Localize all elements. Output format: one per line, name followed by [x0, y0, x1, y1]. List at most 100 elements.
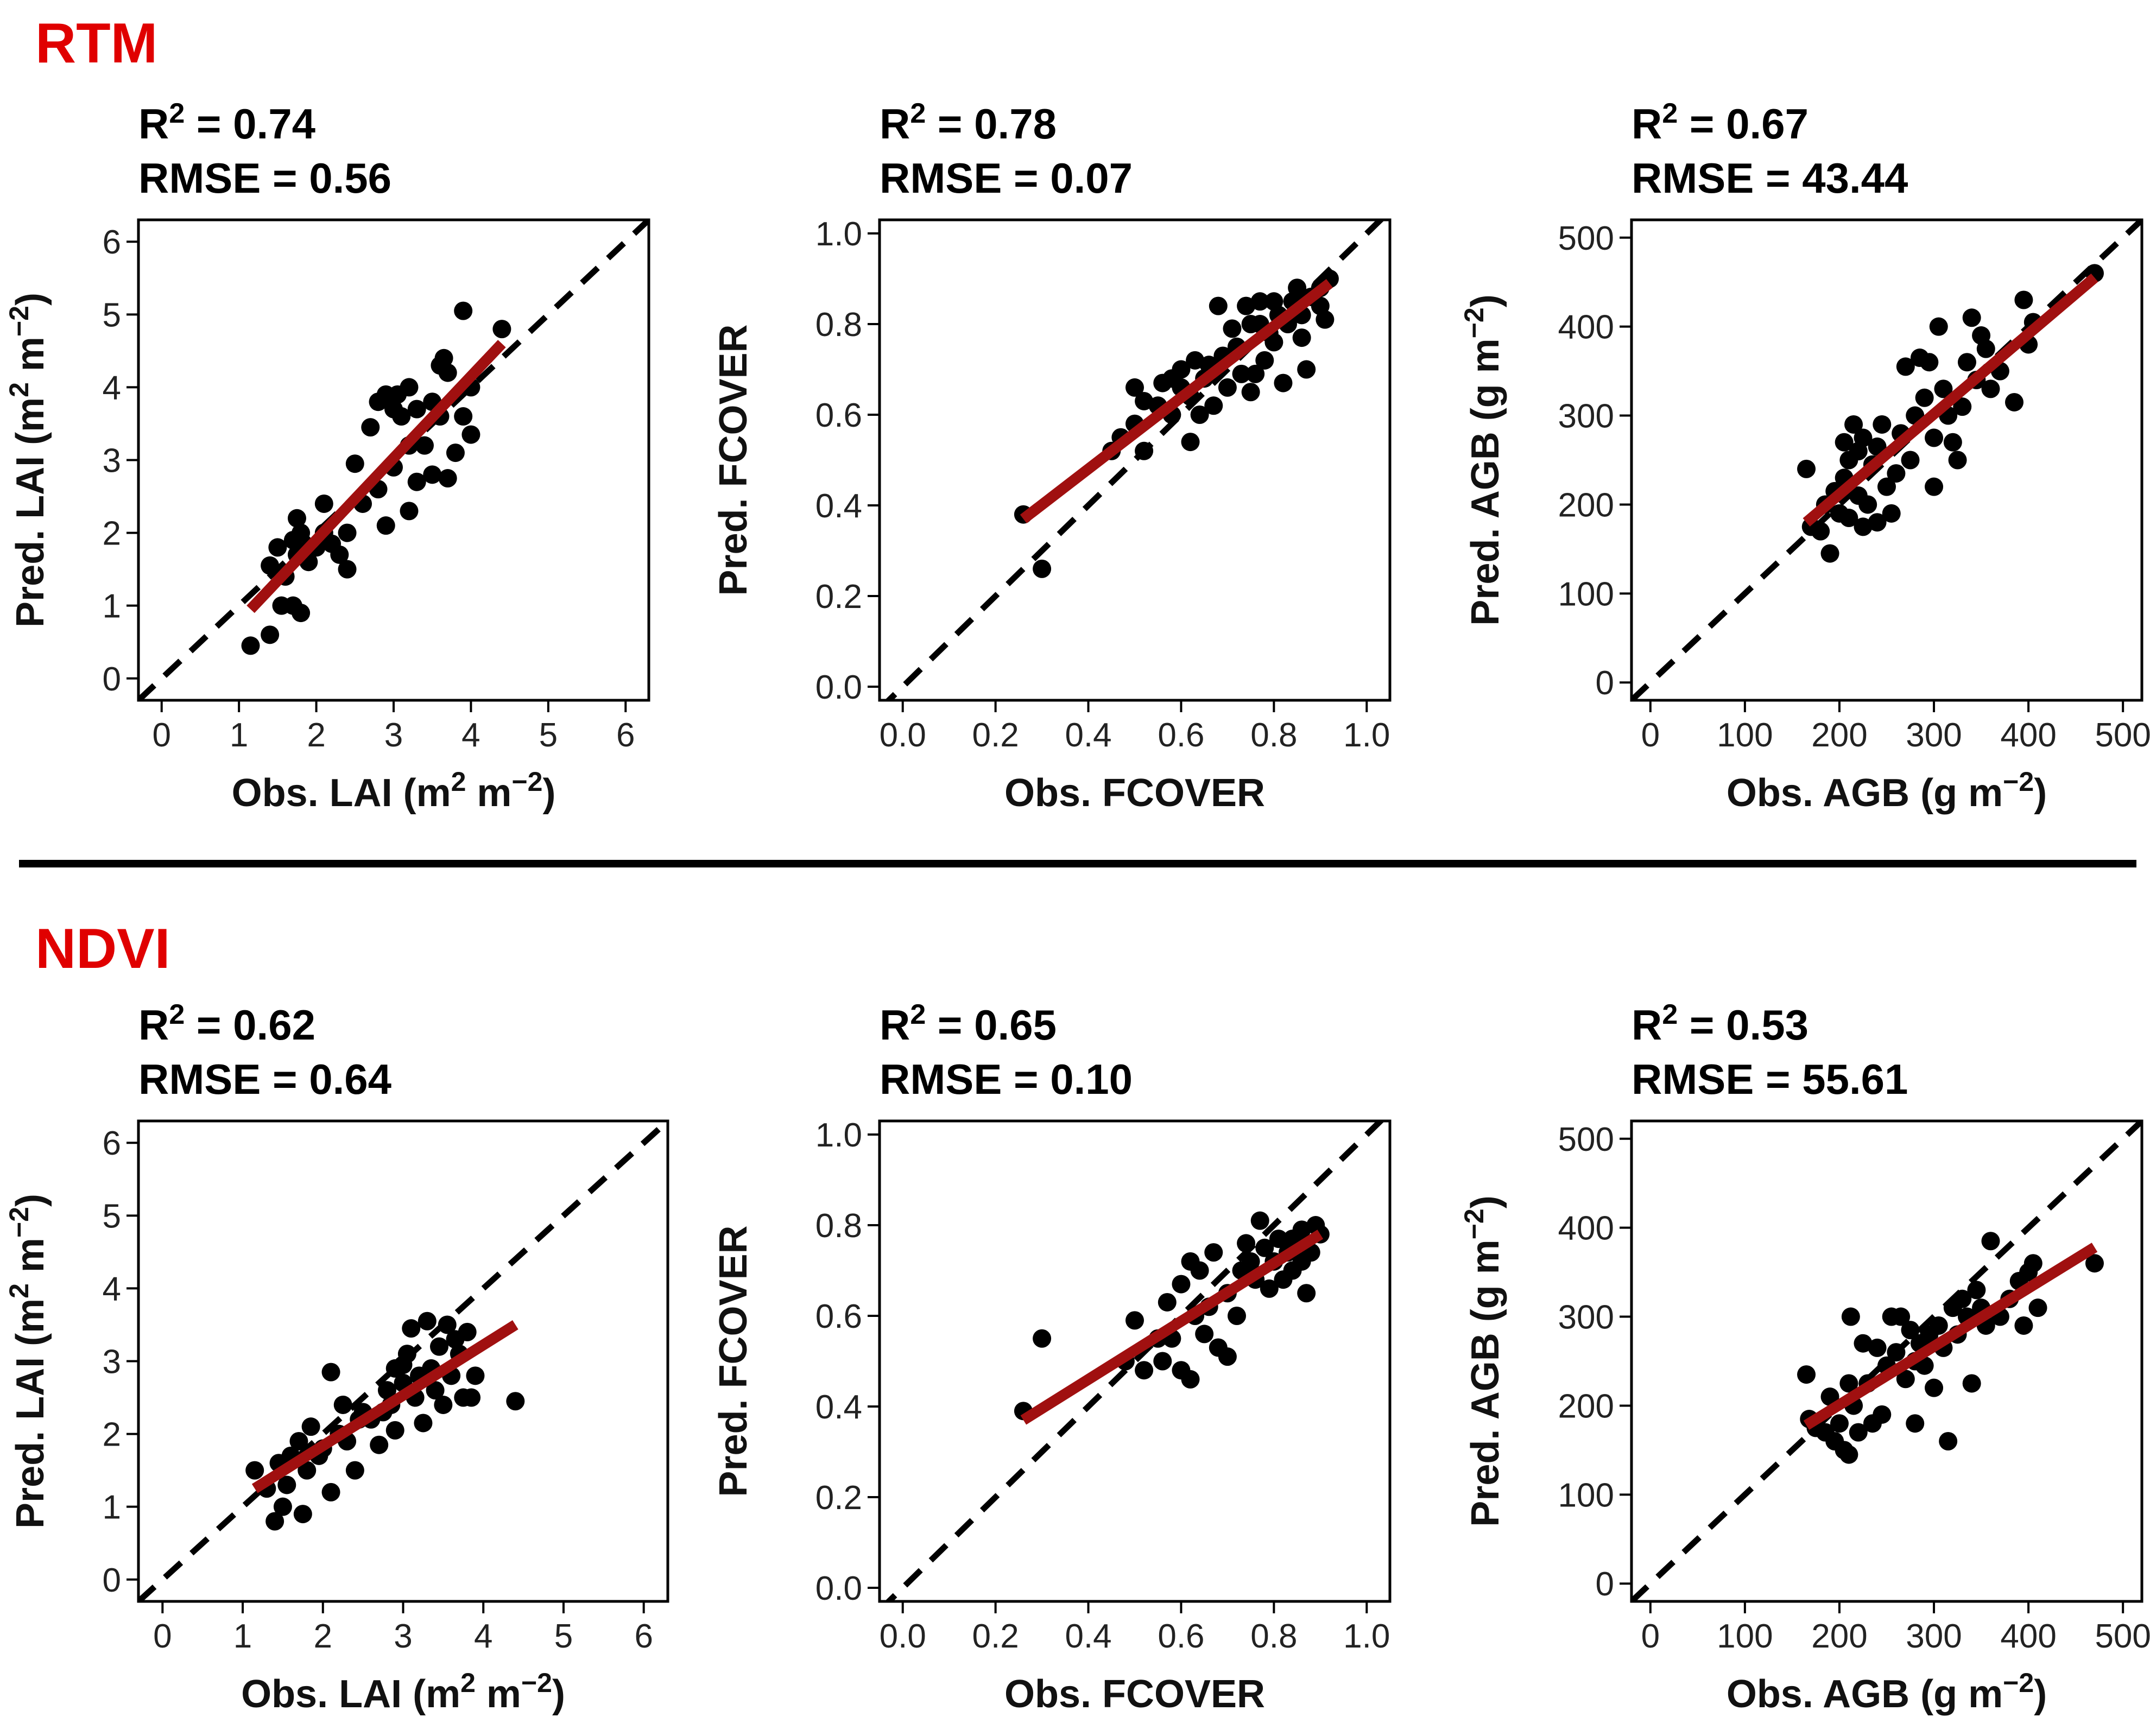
data-point: [1943, 433, 1962, 452]
data-point: [400, 502, 419, 521]
data-point: [321, 1482, 340, 1501]
x-tick-label: 400: [2000, 717, 2056, 754]
x-tick-label: 0.0: [880, 1618, 926, 1655]
data-point: [370, 1435, 389, 1454]
data-point: [438, 469, 457, 488]
data-point: [1237, 296, 1256, 315]
data-point: [1195, 1325, 1214, 1344]
y-tick-label: 100: [1558, 1477, 1614, 1514]
data-point: [1255, 351, 1274, 370]
x-tick-label: 1: [230, 717, 248, 754]
data-point: [1135, 1361, 1154, 1380]
data-point: [1962, 1374, 1981, 1393]
data-point: [1868, 1338, 1887, 1357]
data-point: [330, 545, 349, 564]
r2-label: R2 = 0.74: [138, 98, 315, 148]
data-point: [415, 436, 434, 455]
y-axis-label: Pred. AGB (g m−2): [1459, 294, 1507, 625]
plot-frame: [1630, 218, 2143, 702]
data-point: [1962, 308, 1981, 327]
x-axis-label: Obs. FCOVER: [1004, 1672, 1265, 1716]
y-tick-label: 300: [1558, 398, 1614, 435]
data-point: [241, 636, 260, 655]
data-point: [377, 1381, 396, 1400]
data-point: [1241, 383, 1260, 402]
data-point: [1218, 378, 1237, 397]
y-tick-label: 2: [103, 1416, 121, 1454]
x-axis-label: Obs. AGB (g m−2): [1727, 766, 2047, 815]
regression-line: [1803, 273, 2098, 527]
x-tick-label: 300: [1906, 717, 1962, 754]
x-tick-label: 3: [384, 717, 403, 754]
data-point: [1854, 517, 1873, 536]
data-point: [277, 1475, 296, 1494]
data-point: [466, 1366, 485, 1385]
y-tick-label: 2: [103, 515, 121, 553]
data-point: [298, 1461, 317, 1480]
data-point: [1929, 317, 1948, 336]
data-point: [429, 1337, 448, 1356]
data-point: [1204, 396, 1223, 415]
data-point: [1316, 310, 1335, 329]
data-point: [1204, 1243, 1223, 1262]
data-point: [492, 320, 511, 339]
data-point: [1854, 1334, 1873, 1353]
data-point: [1839, 1374, 1858, 1393]
r2-label: R2 = 0.65: [880, 999, 1057, 1049]
x-tick-label: 0: [153, 1618, 172, 1655]
scatter-panel-2: R2 = 0.78 RMSE = 0.07 0.0 0.0 0.2 0.2 0.4 0.4 0.…: [712, 98, 1392, 815]
data-point: [1186, 351, 1205, 370]
data-point: [1125, 1311, 1144, 1330]
data-point: [1255, 1238, 1274, 1257]
one-to-one-line: [884, 1121, 1385, 1601]
rmse-label: RMSE = 55.61: [1632, 1055, 1908, 1103]
data-point: [446, 1330, 465, 1349]
data-point: [1892, 1307, 1911, 1326]
rmse-label: RMSE = 0.56: [138, 154, 391, 202]
r2-label: R2 = 0.67: [1632, 98, 1808, 148]
data-point: [338, 523, 357, 542]
data-point: [1292, 328, 1311, 347]
data-point: [392, 407, 411, 426]
data-point: [361, 418, 380, 437]
data-point: [418, 1311, 437, 1330]
data-point: [1925, 1378, 1944, 1397]
x-tick-label: 1.0: [1343, 1618, 1390, 1655]
x-tick-label: 0.6: [1158, 717, 1204, 754]
data-point: [293, 1505, 312, 1524]
data-point: [1839, 1445, 1858, 1464]
data-point: [2028, 1298, 2047, 1317]
data-point: [1854, 428, 1873, 447]
data-point: [1190, 406, 1209, 425]
data-point: [1901, 451, 1920, 470]
data-point: [1839, 509, 1858, 528]
data-point: [1841, 1307, 1860, 1326]
y-axis-label: Pred. FCOVER: [712, 324, 755, 595]
x-tick-label: 0: [1641, 717, 1660, 754]
data-point: [1218, 1347, 1237, 1366]
data-point: [1967, 1281, 1986, 1300]
x-tick-label: 500: [2095, 1618, 2150, 1655]
x-tick-label: 0.8: [1250, 717, 1297, 754]
y-axis-label: Pred. FCOVER: [712, 1225, 755, 1497]
x-tick-label: 2: [314, 1618, 332, 1655]
data-point: [1297, 360, 1316, 379]
data-point: [1135, 391, 1154, 410]
rmse-label: RMSE = 0.07: [880, 154, 1133, 202]
data-point: [1873, 415, 1892, 434]
y-tick-label: 0.0: [815, 1570, 862, 1607]
y-tick-label: 5: [103, 1198, 121, 1235]
data-point: [1172, 1275, 1191, 1294]
y-tick-label: 0.4: [815, 487, 862, 525]
data-point: [261, 556, 280, 575]
y-tick-label: 500: [1558, 220, 1614, 257]
data-point: [1953, 397, 1972, 416]
data-point: [1948, 451, 1967, 470]
x-tick-label: 6: [634, 1618, 653, 1655]
data-point: [289, 1432, 308, 1450]
data-point: [1811, 522, 1830, 541]
data-point: [1162, 369, 1181, 388]
x-tick-label: 3: [394, 1618, 412, 1655]
x-tick-label: 500: [2095, 717, 2150, 754]
data-point: [245, 1461, 264, 1480]
